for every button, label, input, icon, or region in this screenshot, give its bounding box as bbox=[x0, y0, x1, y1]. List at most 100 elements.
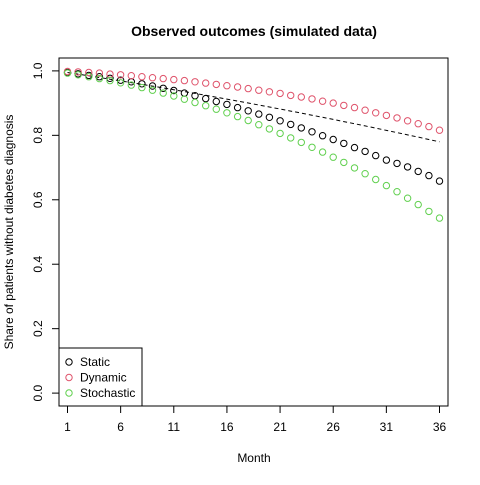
y-tick-label: 0.4 bbox=[31, 256, 45, 273]
y-tick-label: 0.8 bbox=[31, 127, 45, 144]
y-tick-label: 0.0 bbox=[31, 384, 45, 401]
point-static bbox=[425, 171, 433, 180]
y-axis-title: Share of patients without diabetes diagn… bbox=[2, 115, 16, 350]
legend-label-dynamic: Dynamic bbox=[80, 371, 127, 385]
x-tick-label: 1 bbox=[64, 420, 71, 434]
point-dynamic bbox=[297, 93, 305, 101]
point-stochastic bbox=[138, 83, 146, 92]
point-stochastic bbox=[106, 76, 114, 85]
point-dynamic bbox=[116, 71, 125, 79]
legend-marker-dynamic bbox=[65, 373, 73, 382]
point-stochastic bbox=[361, 170, 369, 178]
point-stochastic bbox=[233, 112, 242, 121]
plot-area: 1 6 11 16 21 26 31 360.00.20.40.60.81.0StaticDy… bbox=[31, 57, 449, 434]
point-stochastic bbox=[170, 92, 178, 100]
legend-box bbox=[58, 347, 143, 407]
point-static bbox=[180, 89, 189, 97]
point-static bbox=[159, 84, 167, 93]
point-dynamic bbox=[95, 69, 104, 77]
point-dynamic bbox=[202, 79, 210, 87]
point-static bbox=[265, 113, 274, 122]
y-tick-label: 0.6 bbox=[31, 191, 45, 208]
point-stochastic bbox=[414, 200, 422, 209]
point-stochastic bbox=[329, 153, 337, 161]
point-dynamic bbox=[372, 109, 380, 117]
point-dynamic bbox=[85, 68, 93, 77]
point-stochastic bbox=[63, 69, 72, 77]
point-static bbox=[148, 82, 157, 90]
point-dynamic bbox=[74, 68, 82, 76]
x-tick-label: 21 bbox=[273, 420, 287, 434]
x-tick-label: 36 bbox=[433, 420, 447, 434]
point-stochastic bbox=[393, 188, 401, 196]
point-stochastic bbox=[403, 194, 412, 202]
point-static bbox=[223, 100, 231, 109]
point-dynamic bbox=[138, 73, 146, 81]
point-dynamic bbox=[191, 78, 199, 86]
point-stochastic bbox=[127, 81, 136, 89]
x-tick-label: 6 bbox=[117, 420, 124, 434]
point-stochastic bbox=[95, 74, 104, 83]
point-dynamic bbox=[170, 75, 178, 84]
y-tick-label: 0.2 bbox=[31, 320, 45, 337]
point-dynamic bbox=[244, 84, 252, 93]
point-static bbox=[233, 103, 242, 112]
legend-label-static: Static bbox=[80, 355, 110, 369]
point-dynamic bbox=[148, 74, 157, 82]
point-static bbox=[393, 159, 401, 168]
point-stochastic bbox=[318, 148, 327, 156]
point-static bbox=[212, 97, 221, 106]
point-dynamic bbox=[265, 88, 274, 96]
point-static bbox=[382, 156, 391, 164]
point-static bbox=[255, 110, 263, 118]
point-stochastic bbox=[287, 134, 295, 142]
point-dynamic bbox=[180, 76, 189, 85]
reference-line bbox=[67, 72, 440, 143]
point-static bbox=[435, 177, 444, 185]
point-stochastic bbox=[159, 89, 167, 97]
y-tick-label: 1.0 bbox=[31, 62, 45, 79]
point-static bbox=[372, 151, 380, 160]
point-dynamic bbox=[223, 82, 231, 90]
point-stochastic bbox=[308, 143, 316, 152]
point-dynamic bbox=[340, 101, 348, 110]
point-dynamic bbox=[276, 89, 284, 98]
point-static bbox=[414, 167, 422, 176]
chart-title: Observed outcomes (simulated data) bbox=[131, 23, 377, 39]
point-stochastic bbox=[435, 214, 444, 222]
point-static bbox=[287, 120, 295, 129]
point-dynamic bbox=[393, 114, 401, 122]
point-stochastic bbox=[350, 164, 359, 172]
point-static bbox=[244, 107, 252, 115]
point-static bbox=[318, 132, 327, 140]
point-static bbox=[170, 86, 178, 95]
point-dynamic bbox=[233, 83, 242, 91]
point-stochastic bbox=[116, 79, 125, 87]
point-dynamic bbox=[318, 97, 327, 105]
point-dynamic bbox=[403, 117, 412, 125]
point-stochastic bbox=[148, 86, 157, 94]
point-stochastic bbox=[202, 102, 210, 110]
x-tick-label: 11 bbox=[168, 420, 181, 434]
point-stochastic bbox=[180, 95, 189, 103]
point-dynamic bbox=[287, 91, 295, 100]
point-static bbox=[138, 80, 146, 88]
point-static bbox=[361, 147, 369, 156]
point-dynamic bbox=[308, 95, 316, 103]
point-stochastic bbox=[297, 138, 305, 147]
point-dynamic bbox=[127, 72, 136, 80]
point-dynamic bbox=[382, 111, 391, 120]
point-static bbox=[276, 117, 284, 125]
point-dynamic bbox=[159, 74, 167, 83]
point-stochastic bbox=[276, 129, 284, 138]
point-stochastic bbox=[244, 116, 252, 125]
point-dynamic bbox=[425, 122, 433, 131]
point-stochastic bbox=[340, 158, 348, 167]
point-dynamic bbox=[361, 106, 369, 114]
point-stochastic bbox=[382, 181, 391, 190]
point-dynamic bbox=[255, 86, 263, 94]
point-static bbox=[308, 128, 316, 136]
point-stochastic bbox=[191, 98, 199, 107]
